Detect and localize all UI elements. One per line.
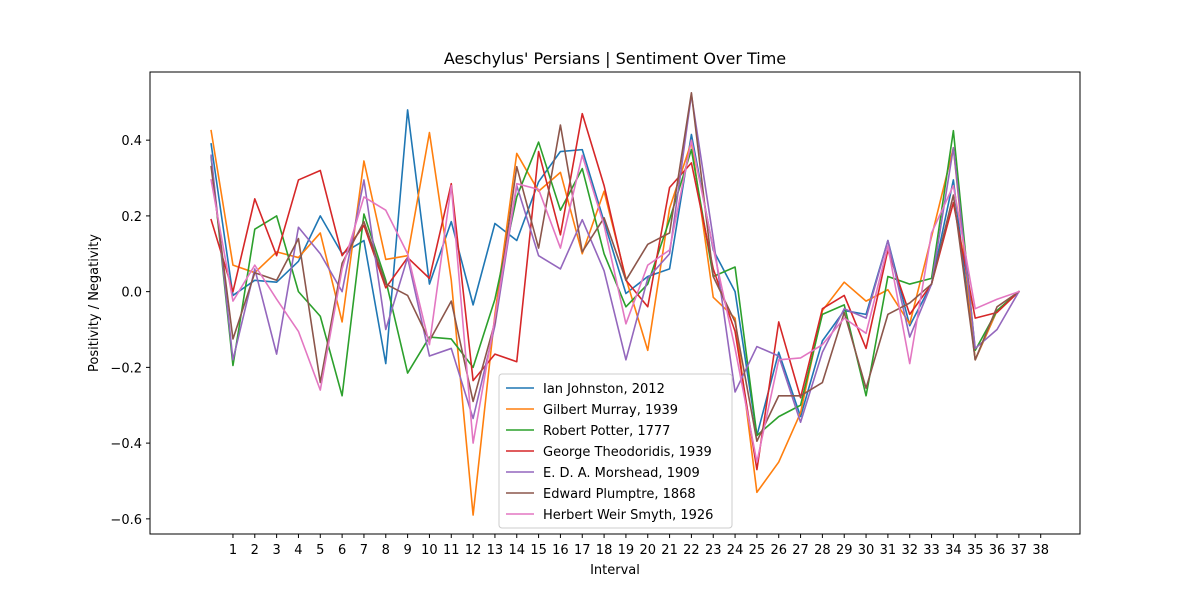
x-tick-label: 5 [316,543,324,558]
x-tick-label: 30 [858,543,875,558]
x-tick-label: 4 [294,543,302,558]
y-tick-label: −0.4 [110,437,142,452]
x-tick-label: 33 [923,543,940,558]
series-line-3 [210,129,1020,437]
y-axis-label: Positivity / Negativity [87,234,102,372]
x-tick-label: 20 [639,543,656,558]
y-tick-label: −0.6 [110,513,142,528]
x-tick-label: 37 [1011,543,1028,558]
legend-box [498,373,733,529]
series-line-4 [210,112,1021,471]
x-tick-label: 19 [618,543,635,558]
y-tick-label: 0.2 [121,210,142,225]
legend-label-2: Gilbert Murray, 1939 [543,403,678,418]
x-tick-label: 34 [945,543,962,558]
x-tick-label: 31 [880,543,897,558]
axes-frame [149,71,1081,535]
x-tick-label: 18 [596,543,613,558]
x-tick-label: 28 [814,543,831,558]
x-tick-label: 38 [1032,543,1049,558]
x-tick-label: 36 [989,543,1006,558]
chart-title: Aeschylus' Persians | Sentiment Over Tim… [444,49,786,68]
x-tick-label: 10 [421,543,438,558]
x-tick-label: 3 [272,543,280,558]
y-axis: −0.6 −0.4 −0.2 0.0 0.2 0.4 [110,134,150,528]
legend-label-3: Robert Potter, 1777 [543,424,670,439]
x-tick-label: 32 [901,543,918,558]
x-tick-label: 26 [770,543,787,558]
y-tick-label: 0.4 [121,134,142,149]
series-layer [210,92,1021,516]
x-tick-label: 6 [338,543,346,558]
x-tick-label: 1 [229,543,237,558]
x-tick-label: 29 [836,543,853,558]
x-tick-label: 2 [251,543,259,558]
plot-area [149,71,1081,535]
x-tick-label: 27 [792,543,809,558]
x-tick-label: 25 [749,543,766,558]
x-tick-label: 17 [574,543,591,558]
x-tick-label: 14 [508,543,525,558]
legend-label-5: E. D. A. Morshead, 1909 [543,466,700,481]
x-tick-label: 9 [403,543,411,558]
y-tick-label: 0.0 [121,286,142,301]
x-tick-label: 7 [360,543,368,558]
x-axis-label: Interval [590,563,640,578]
legend-label-4: George Theodoridis, 1939 [543,445,712,460]
legend: Ian Johnston, 2012 Gilbert Murray, 1939 Ro… [498,373,733,529]
x-tick-label: 15 [530,543,547,558]
series-line-5 [210,93,1020,424]
x-tick-label: 24 [727,543,744,558]
legend-label-1: Ian Johnston, 2012 [543,382,665,397]
x-tick-label: 13 [487,543,504,558]
x-tick-label: 12 [465,543,482,558]
legend-label-7: Herbert Weir Smyth, 1926 [543,508,713,523]
legend-label-6: Edward Plumptre, 1868 [543,487,696,502]
x-tick-label: 23 [705,543,722,558]
x-tick-label: 16 [552,543,569,558]
y-tick-label: −0.2 [110,361,142,376]
x-tick-label: 11 [443,543,460,558]
x-tick-label: 8 [382,543,390,558]
x-axis: 1 2 3 4 5 6 7 8 9 10 11 12 13 14 15 16 17 18 19 20 21 22 23 24 2… [229,534,1049,558]
x-tick-label: 22 [683,543,700,558]
x-tick-label: 21 [661,543,678,558]
x-tick-label: 35 [967,543,984,558]
series-line-7 [210,139,1020,463]
